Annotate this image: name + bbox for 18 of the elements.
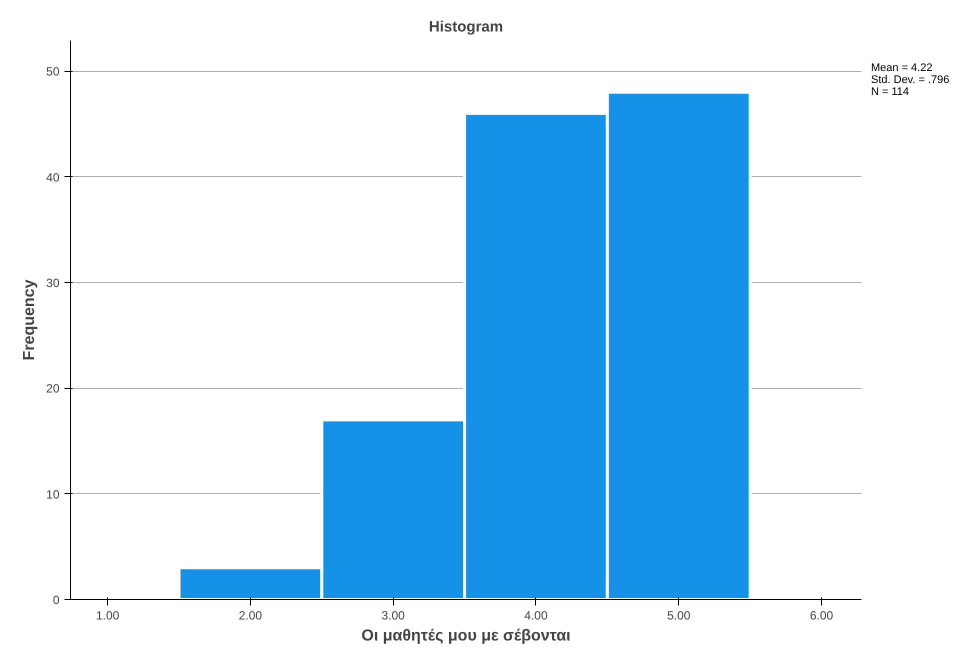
text: Std. Dev. = .796 [871,74,950,86]
chart-title: Histogram [428,18,504,36]
y-tick-label: 30 [46,276,60,290]
y-tick-label: 20 [46,382,60,396]
x-tick-label: 2.00 [238,608,262,622]
x-tick-label: 3.00 [382,608,406,622]
x-tick-label: 1.00 [96,608,120,622]
y-tick-label: 50 [46,64,60,79]
y-tick-label: 10 [46,487,60,502]
y-axis-title: Frequency [21,279,38,360]
x-tick-label: 4.00 [524,608,548,622]
x-tick-label: 6.00 [810,608,834,622]
y-tick-label: 40 [46,170,60,184]
text: N = 114 [871,86,910,98]
x-axis-title: Οι μαθητές μου με σέβονται [361,628,571,644]
x-tick-label: 5.00 [667,608,691,622]
text: Mean = 4.22 [871,62,932,74]
y-tick-label: 0 [52,593,60,607]
